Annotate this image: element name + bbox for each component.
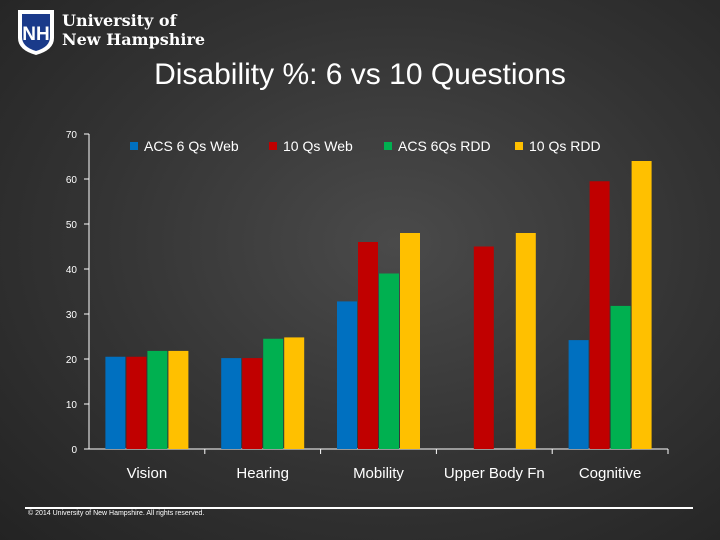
y-tick-label: 30 xyxy=(66,310,78,321)
legend-swatch-3 xyxy=(384,142,392,150)
bar-4-3 xyxy=(400,233,420,449)
bar-1-3 xyxy=(337,301,357,449)
bar-1-1 xyxy=(105,356,126,449)
y-tick-label: 0 xyxy=(71,445,77,456)
y-tick-label: 70 xyxy=(66,130,78,141)
y-tick-label: 40 xyxy=(66,265,78,276)
y-tick-label: 50 xyxy=(66,220,78,231)
legend-swatch-4 xyxy=(515,142,523,150)
footer-copyright: © 2014 University of New Hampshire. All … xyxy=(28,510,205,517)
bar-3-3 xyxy=(379,273,399,449)
bar-2-5 xyxy=(589,181,610,449)
logo-monogram: NH xyxy=(22,24,49,45)
legend-label-3: ACS 6Qs RDD xyxy=(398,138,491,154)
y-tick-label: 20 xyxy=(66,355,78,366)
legend-swatch-1 xyxy=(130,142,138,150)
logo-line-2: New Hampshire xyxy=(62,30,206,49)
bar-2-2 xyxy=(242,358,263,449)
legend-label-1: ACS 6 Qs Web xyxy=(144,138,239,154)
bar-1-5 xyxy=(568,340,589,449)
bar-2-4 xyxy=(473,246,494,449)
legend-swatch-2 xyxy=(269,142,277,150)
logo-line-1: University of xyxy=(62,11,177,30)
legend-label-2: 10 Qs Web xyxy=(283,138,353,154)
x-category-label: Mobility xyxy=(353,465,404,482)
bar-2-1 xyxy=(126,356,147,449)
bar-1-2 xyxy=(221,358,242,449)
x-category-label: Cognitive xyxy=(579,465,642,482)
x-category-label: Hearing xyxy=(236,465,289,482)
bar-3-5 xyxy=(610,305,631,449)
legend-label-4: 10 Qs RDD xyxy=(529,138,601,154)
bar-3-1 xyxy=(147,350,168,449)
unh-logo: NH University of New Hampshire xyxy=(16,8,206,58)
bar-3-2 xyxy=(263,338,284,449)
x-category-label: Vision xyxy=(127,465,168,482)
bar-2-3 xyxy=(358,242,378,449)
bar-4-2 xyxy=(284,337,305,449)
x-category-label: Upper Body Fn xyxy=(444,465,545,482)
slide-title: Disability %: 6 vs 10 Questions xyxy=(154,58,566,91)
bar-4-1 xyxy=(168,350,189,449)
bar-4-5 xyxy=(631,161,652,449)
unh-shield-logo-icon: NH xyxy=(18,10,54,55)
y-tick-label: 10 xyxy=(66,400,78,411)
bar-4-4 xyxy=(515,233,536,449)
y-tick-label: 60 xyxy=(66,175,78,186)
footer-divider xyxy=(25,507,693,509)
